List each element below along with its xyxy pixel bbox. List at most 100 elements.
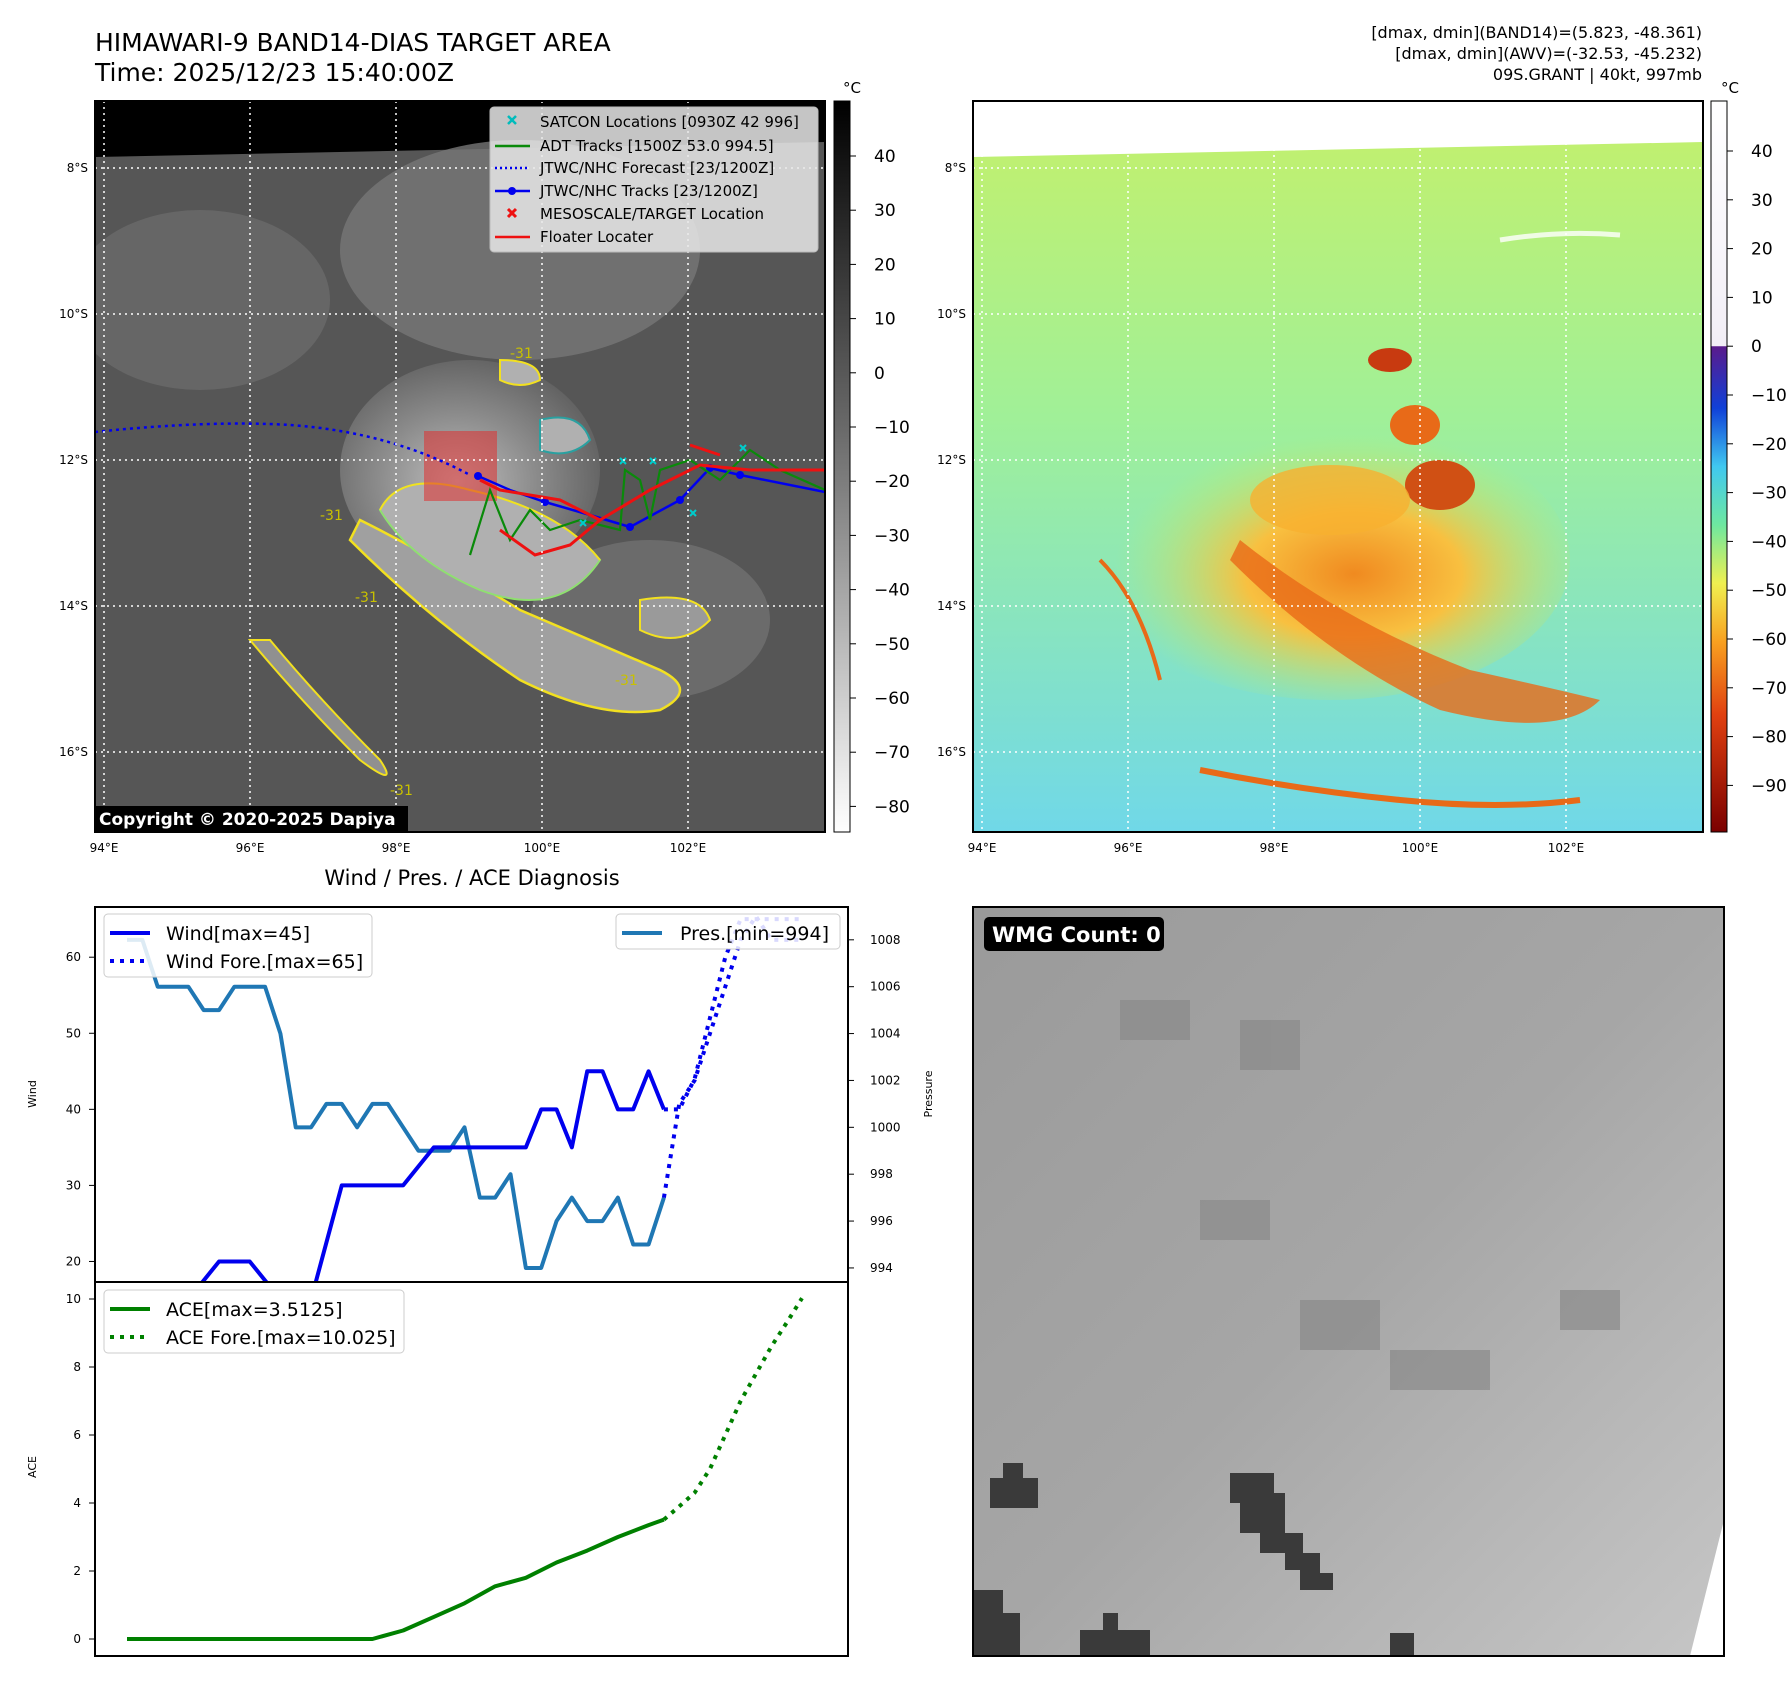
pressure-tick-label: 998 xyxy=(870,1167,893,1181)
colorbar-tick-label: −80 xyxy=(874,797,910,817)
info-band14-range: [dmax, dmin](BAND14)=(5.823, -48.361) xyxy=(1371,23,1702,42)
ace-tick-label: 10 xyxy=(66,1292,81,1306)
awv-colorbar-ticks: 40 30 20 10 0 −10 −20 −30 −40 −50 −60 −70 −80 −90 xyxy=(1727,142,1787,796)
pressure-axis-label: Pressure xyxy=(922,1070,935,1117)
info-awv-range: [dmax, dmin](AWV)=(-32.53, -45.232) xyxy=(1395,44,1702,63)
awv-lat-label: 10°S xyxy=(937,307,966,321)
colorbar-tick-label: −20 xyxy=(1751,435,1787,455)
legend-label: JTWC/NHC Forecast [23/1200Z] xyxy=(539,159,774,177)
awv-lat-label: 12°S xyxy=(937,453,966,467)
colorbar-tick-label: 10 xyxy=(1751,288,1773,308)
wind-tick-label: 60 xyxy=(66,950,81,964)
ace-tick-label: 6 xyxy=(73,1428,81,1442)
colorbar-tick-label: 10 xyxy=(874,310,896,330)
ir-lon-label: 100°E xyxy=(524,841,561,855)
contour-label: -31 xyxy=(390,783,413,799)
ir-lon-label: 102°E xyxy=(670,841,707,855)
legend-label: Wind Fore.[max=65] xyxy=(166,951,363,973)
colorbar-tick-label: −40 xyxy=(874,581,910,601)
ir-map: -31 -31 -31 -31 -31 xyxy=(59,79,910,855)
pressure-tick-label: 1002 xyxy=(870,1073,901,1087)
awv-lat-label: 14°S xyxy=(937,599,966,613)
ace-chart: 0 2 4 6 8 10 xyxy=(66,1292,804,1646)
legend-label: ACE[max=3.5125] xyxy=(166,1299,343,1321)
info-storm: 09S.GRANT | 40kt, 997mb xyxy=(1493,65,1702,84)
wmg-count-badge xyxy=(984,917,1164,951)
legend-label: SATCON Locations [0930Z 42 996] xyxy=(540,113,799,131)
ir-lon-label: 98°E xyxy=(382,841,411,855)
ir-lon-label: 94°E xyxy=(90,841,119,855)
awv-lat-label: 16°S xyxy=(937,745,966,759)
ir-colorbar-unit: °C xyxy=(843,79,861,97)
figure-time: Time: 2025/12/23 15:40:00Z xyxy=(94,58,454,87)
contour-label: -31 xyxy=(510,346,533,362)
copyright-badge xyxy=(94,806,408,832)
colorbar-tick-label: −60 xyxy=(874,689,910,709)
diagnosis-title: Wind / Pres. / ACE Diagnosis xyxy=(324,866,619,890)
ace-tick-label: 8 xyxy=(73,1360,81,1374)
awv-lat-label: 8°S xyxy=(945,161,966,175)
pressure-tick-label: 1004 xyxy=(870,1027,901,1041)
awv-map-frame xyxy=(972,100,1704,833)
copyright-text: Copyright © 2020-2025 Dapiya xyxy=(99,810,396,830)
wind-axis-label: Wind xyxy=(26,1080,39,1108)
ace-tick-label: 4 xyxy=(73,1496,81,1510)
wind-legend: Wind[max=45] Wind Fore.[max=65] xyxy=(103,913,373,978)
wind-tick-label: 50 xyxy=(66,1026,81,1040)
wind-tick-label: 20 xyxy=(66,1254,81,1268)
wmg-panel: WMG Count: 0 xyxy=(972,906,1725,1657)
ir-legend: SATCON Locations [0930Z 42 996] ADT Trac… xyxy=(489,106,819,253)
colorbar-tick-label: −70 xyxy=(1751,679,1787,699)
wmg-count-text: WMG Count: 0 xyxy=(992,923,1161,947)
ir-lon-label: 96°E xyxy=(236,841,265,855)
ace-tick-label: 2 xyxy=(73,1564,81,1578)
awv-lon-label: 98°E xyxy=(1260,841,1289,855)
awv-gridlines xyxy=(973,101,1703,832)
legend-satcon-icon xyxy=(507,115,517,125)
awv-storm-core xyxy=(1090,420,1570,700)
pressure-tick-label: 994 xyxy=(870,1261,893,1275)
ir-colorbar xyxy=(833,100,851,833)
figure-title: HIMAWARI-9 BAND14-DIAS TARGET AREA xyxy=(95,28,611,57)
legend-label: Wind[max=45] xyxy=(166,923,310,945)
colorbar-tick-label: −30 xyxy=(874,526,910,546)
legend-label: Floater Locater xyxy=(540,228,654,246)
ir-colorbar-ticks: 40 30 20 10 0 −10 −20 −30 −40 −50 −60 −70 −80 xyxy=(850,147,910,817)
wmg-frame xyxy=(972,906,1725,1657)
ir-lat-label: 8°S xyxy=(67,161,88,175)
wmg-image xyxy=(973,907,1724,1656)
pressure-tick-label: 996 xyxy=(870,1214,893,1228)
awv-lon-label: 96°E xyxy=(1114,841,1143,855)
legend-label: MESOSCALE/TARGET Location xyxy=(540,205,764,223)
colorbar-tick-label: 40 xyxy=(1751,142,1773,162)
legend-label: ACE Fore.[max=10.025] xyxy=(166,1327,396,1349)
wind-tick-label: 30 xyxy=(66,1178,81,1192)
colorbar-tick-label: −50 xyxy=(1751,581,1787,601)
colorbar-tick-label: 30 xyxy=(1751,191,1773,211)
ir-lat-label: 16°S xyxy=(59,745,88,759)
adt-track xyxy=(468,448,825,556)
wind-forecast-line xyxy=(663,917,802,1112)
colorbar-tick-label: 0 xyxy=(874,364,885,384)
contour-label: -31 xyxy=(320,508,343,524)
legend-label: ADT Tracks [1500Z 53.0 994.5] xyxy=(540,137,774,155)
ace-tick-label: 0 xyxy=(73,1632,81,1646)
colorbar-tick-label: −80 xyxy=(1751,728,1787,748)
satcon-markers xyxy=(579,444,747,527)
contour-label: -31 xyxy=(355,590,378,606)
legend-label: JTWC/NHC Tracks [23/1200Z] xyxy=(539,182,758,200)
colorbar-tick-label: −10 xyxy=(874,418,910,438)
pressure-tick-label: 1000 xyxy=(870,1120,901,1134)
ace-axis-label: ACE xyxy=(26,1456,39,1478)
wind-line xyxy=(127,1069,666,1302)
ir-map-frame xyxy=(94,100,826,833)
wind-tick-label: 40 xyxy=(66,1102,81,1116)
target-area-box xyxy=(424,431,497,501)
wmg-dark-cells xyxy=(973,1463,1414,1656)
awv-colorbar xyxy=(1710,100,1728,833)
ir-lat-label: 14°S xyxy=(59,599,88,613)
colorbar-tick-label: −10 xyxy=(1751,386,1787,406)
legend-target-icon xyxy=(506,207,518,219)
colorbar-tick-label: 40 xyxy=(874,147,896,167)
